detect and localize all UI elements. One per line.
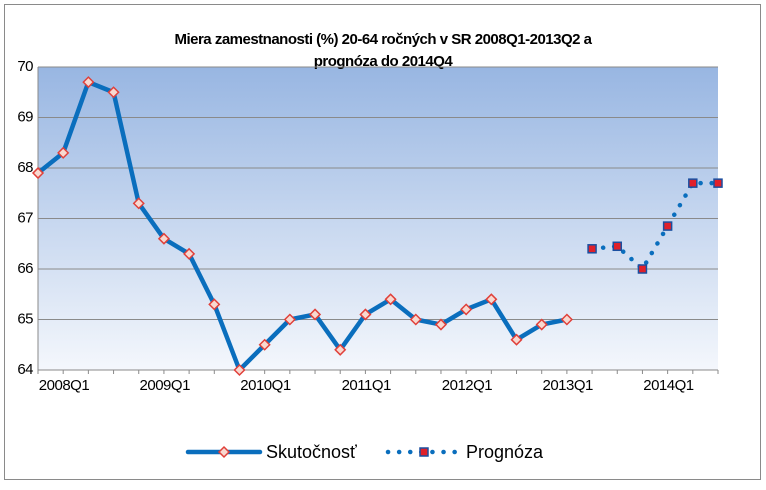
marker xyxy=(208,298,221,311)
marker xyxy=(688,178,698,188)
y-tick-label: 67 xyxy=(17,209,33,226)
chart-title: prognóza do 2014Q4 xyxy=(314,53,454,70)
y-tick-label: 65 xyxy=(17,310,33,327)
marker xyxy=(57,146,70,159)
marker xyxy=(82,76,95,89)
marker xyxy=(460,303,473,316)
marker xyxy=(535,318,548,331)
marker xyxy=(587,244,597,254)
legend-label: Skutočnosť xyxy=(266,442,357,462)
x-tick-label: 2009Q1 xyxy=(140,377,191,394)
marker xyxy=(434,318,448,331)
x-tick-label: 2011Q1 xyxy=(342,377,391,394)
marker xyxy=(713,178,723,188)
x-tick-label: 2013Q1 xyxy=(543,377,594,394)
marker xyxy=(662,221,673,231)
marker xyxy=(510,333,523,346)
marker xyxy=(132,197,145,210)
x-tick-label: 2012Q1 xyxy=(442,377,493,394)
marker xyxy=(384,293,397,306)
marker xyxy=(637,264,648,274)
y-tick-label: 66 xyxy=(17,260,33,277)
chart-title: Miera zamestnanosti (%) 20-64 ročných v … xyxy=(174,31,592,48)
x-tick-label: 2010Q1 xyxy=(240,377,291,394)
marker xyxy=(409,313,422,326)
marker xyxy=(560,313,573,326)
marker xyxy=(233,363,246,377)
y-tick-label: 64 xyxy=(17,361,33,378)
x-tick-label: 2008Q1 xyxy=(39,377,90,394)
y-tick-label: 68 xyxy=(17,159,33,176)
marker xyxy=(157,232,170,245)
legend-label: Prognóza xyxy=(466,442,544,462)
y-tick-label: 69 xyxy=(17,108,33,125)
marker xyxy=(334,343,347,356)
marker xyxy=(31,166,45,180)
marker xyxy=(217,445,231,459)
marker xyxy=(183,247,196,260)
y-tick-label: 70 xyxy=(17,58,33,75)
marker xyxy=(107,86,120,99)
marker xyxy=(258,338,271,351)
series-line xyxy=(35,79,570,373)
x-tick-label: 2014Q1 xyxy=(643,377,694,394)
marker xyxy=(308,308,322,321)
marker xyxy=(419,447,429,457)
marker xyxy=(485,293,498,306)
marker xyxy=(359,308,372,321)
marker xyxy=(612,241,623,252)
marker xyxy=(283,313,296,326)
